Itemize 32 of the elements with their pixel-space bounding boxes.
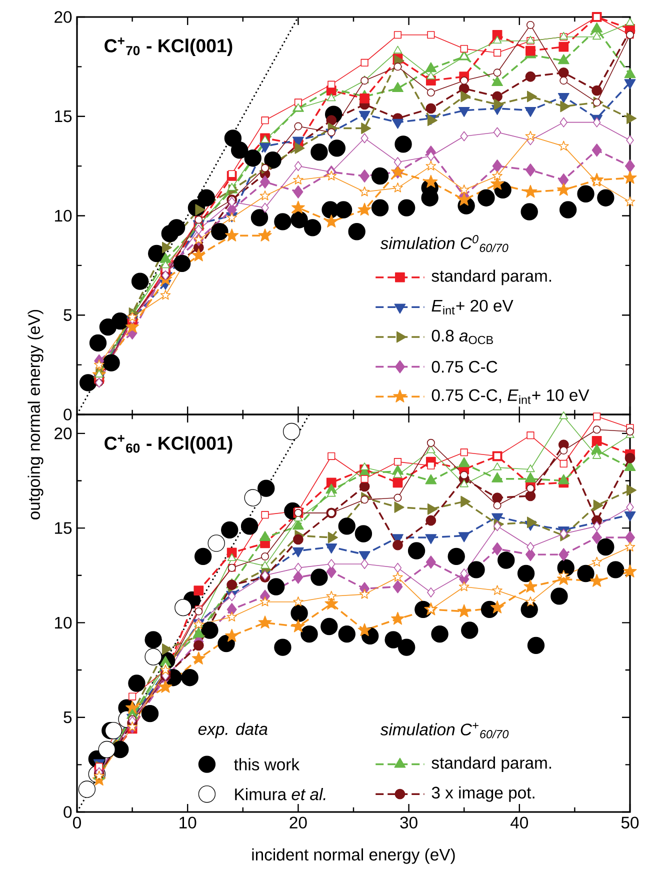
- legend-label: 0.8 a$_{OCB}$: [432, 330, 493, 344]
- legend-label: Kimura et al.: [235, 788, 326, 800]
- y-tick-label: 0: [64, 806, 72, 818]
- x-tick-label: 50: [621, 816, 639, 829]
- annotation: exp. data: [198, 722, 268, 738]
- x-tick-label: 30: [400, 816, 418, 829]
- y-tick-label: 5: [64, 712, 72, 724]
- legend-label: this work: [234, 758, 300, 770]
- y-tick-label: 20: [54, 428, 72, 440]
- y-tick-label: 0: [64, 408, 72, 420]
- legend-label: 0.75 C-C, E$_{int}$+ 10 eV: [432, 389, 590, 404]
- y-axis-title: outgoing normal energy (eV): [28, 310, 44, 520]
- x-tick-label: 0: [73, 816, 81, 829]
- text: C$^{+}$$_{70}$ - KCl(001): [104, 38, 232, 56]
- y-tick-label: 5: [64, 309, 72, 321]
- legend-label: standard param.: [432, 270, 552, 286]
- y-tick-label: 15: [55, 110, 72, 122]
- legend-label: 0.75 C-C: [432, 360, 498, 373]
- y-tick-label: 20: [54, 11, 72, 23]
- x-tick-label: 20: [290, 816, 307, 829]
- text: C$^{+}$$_{60}$ - KCl(001): [104, 435, 232, 454]
- legend-title: simulation C$^{0}$60/70: [380, 235, 508, 252]
- x-axis-title: incident normal energy (eV): [252, 848, 455, 864]
- x-tick-label: 10: [180, 816, 196, 829]
- y-tick-label: 10: [55, 616, 72, 629]
- x-tick-label: 40: [510, 816, 528, 829]
- legend-title: simulation C$^{+}$60/70: [380, 722, 509, 738]
- legend-label: E$_{int}$+ 20 eV: [432, 300, 514, 314]
- y-tick-label: 10: [55, 210, 72, 222]
- legend-label: standard param.: [432, 756, 552, 772]
- legend-label: 3 x image pot.: [432, 786, 534, 802]
- y-tick-label: 15: [55, 522, 72, 534]
